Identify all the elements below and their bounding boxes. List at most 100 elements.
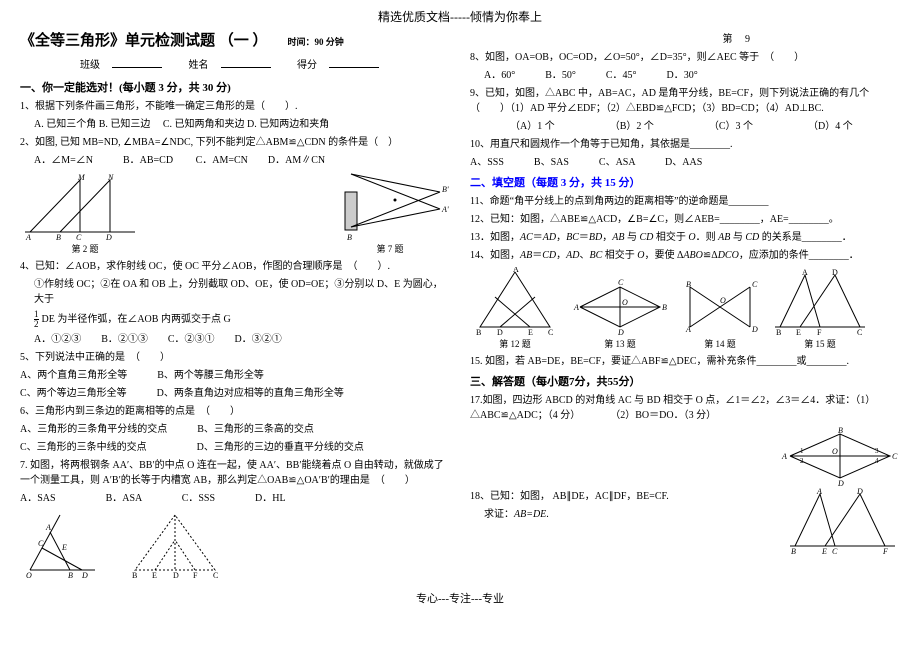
question-6: 6、三角形内到三条边的距离相等的点是 （ ）: [20, 404, 450, 419]
svg-text:E: E: [528, 328, 533, 337]
figure-q8: O B D A C E: [20, 510, 110, 580]
question-17: 17.如图，四边形 ABCD 的对角线 AC 与 BD 相交于 O 点，∠1＝∠…: [470, 393, 900, 423]
figure-q13: A B C D O 第 13 题: [570, 277, 670, 350]
question-7: 7. 如图，将两根钢条 AA′、BB′的中点 O 连在一起，使 AA′、BB′能…: [20, 458, 450, 488]
question-15: 15. 如图，若 AB=DE，BE=CF，要证△ABF≌△DEC，需补充条件__…: [470, 354, 900, 369]
section-2-heading: 二、填空题（每题 3 分，共 15 分）: [470, 174, 900, 190]
question-10-options: A、SSS B、SAS C、ASA D、AAS: [470, 155, 900, 170]
svg-text:D: D: [837, 479, 844, 486]
svg-text:C: C: [38, 539, 44, 548]
svg-text:A': A': [441, 205, 449, 214]
svg-text:3: 3: [875, 447, 879, 455]
svg-text:O: O: [622, 298, 628, 307]
svg-text:O: O: [832, 447, 838, 456]
svg-text:N: N: [107, 173, 114, 182]
svg-text:F: F: [882, 547, 888, 556]
svg-text:4: 4: [875, 457, 879, 465]
name-label: 姓名: [189, 60, 209, 71]
question-12: 12、已知：如图，△ABE≌△ACD，∠B=∠C，则∠AEB=________，…: [470, 212, 900, 227]
svg-text:D: D: [497, 328, 503, 337]
page-footer: 专心---专注---专业: [20, 590, 900, 606]
question-9: 9、已知，如图，△ABC 中，AB=AC，AD 是角平分线，BE=CF，则下列说…: [470, 86, 900, 116]
figure-q9: B C E F D: [120, 510, 230, 580]
question-6a: A、三角形的三条角平分线的交点 B、三角形的三条高的交点: [20, 422, 450, 437]
fig9-caption: 第 9: [470, 32, 900, 47]
svg-text:A: A: [45, 523, 51, 532]
left-column: 《全等三角形》单元检测试题 （一 ） 时间：90 分钟 班级 姓名 得分 一、你…: [20, 29, 450, 584]
svg-text:D: D: [81, 571, 88, 580]
svg-text:E: E: [821, 547, 827, 556]
page-top-header: 精选优质文档-----倾情为你奉上: [20, 8, 900, 25]
question-18: 18、已知：如图， AB∥DE，AC∥DF，BE=CF.: [470, 489, 770, 504]
question-5a: A、两个直角三角形全等 B、两个等腰三角形全等: [20, 368, 450, 383]
question-5b: C、两个等边三角形全等 D、两条直角边对应相等的直角三角形全等: [20, 386, 450, 401]
figure-q12: A B C D E 第 12 题: [470, 267, 560, 350]
figure-q2: M N A B C D 第 2 题: [20, 172, 150, 255]
svg-text:D: D: [751, 325, 758, 334]
figure-q18: A D B E C F: [780, 486, 900, 556]
svg-text:A: A: [816, 487, 822, 496]
svg-text:O: O: [720, 296, 726, 305]
question-1-options: A. 已知三个角 B. 已知三边 C. 已知两角和夹边 D. 已知两边和夹角: [20, 117, 450, 132]
question-18b: 求证：AB=DE.: [470, 507, 770, 522]
question-11: 11、命题“角平分线上的点到角两边的距离相等”的逆命题是________: [470, 194, 900, 209]
question-8-options: A．60° B．50° C．45° D．30°: [470, 68, 900, 83]
svg-text:D: D: [173, 571, 179, 580]
svg-text:B: B: [476, 328, 481, 337]
svg-text:2: 2: [800, 457, 804, 465]
svg-text:B: B: [791, 547, 796, 556]
svg-text:1: 1: [800, 447, 804, 455]
question-2: 2、如图, 已知 MB=ND, ∠MBA=∠NDC, 下列不能判定△ABM≌△C…: [20, 135, 450, 150]
svg-text:A: A: [685, 325, 691, 334]
figure-q7: B' A' B 第 7 题: [330, 172, 450, 255]
svg-text:E: E: [796, 328, 801, 337]
question-6b: C、三角形的三条中线的交点 D、三角形的三边的垂直平分线的交点: [20, 440, 450, 455]
svg-text:B: B: [132, 571, 137, 580]
figure-q14: B A C D O 第 14 题: [680, 277, 760, 350]
question-13: 13．如图，AC＝AD，BC＝BD，AB 与 CD 相交于 O．则 AB 与 C…: [470, 230, 900, 245]
question-14: 14、如图，AB＝CD，AD、BC 相交于 O，要使 ΔABO≌ΔDCO，应添加…: [470, 248, 900, 263]
svg-text:B: B: [56, 233, 61, 242]
svg-text:C: C: [892, 452, 898, 461]
class-label: 班级: [80, 60, 100, 71]
question-4-steps: ①作射线 OC；②在 OA 和 OB 上，分别截取 OD、OE，使 OD=OE；…: [20, 277, 450, 307]
svg-text:B': B': [442, 185, 449, 194]
svg-text:A: A: [25, 233, 31, 242]
svg-text:B: B: [686, 280, 691, 289]
time-note: 时间：90 分钟: [288, 35, 344, 48]
svg-text:C: C: [548, 328, 553, 337]
svg-text:D: D: [105, 233, 112, 242]
svg-text:C: C: [76, 233, 82, 242]
svg-text:D: D: [856, 487, 863, 496]
svg-text:A: A: [573, 303, 579, 312]
svg-text:B: B: [347, 233, 352, 242]
question-10: 10、用直尺和圆规作一个角等于已知角，其依据是________.: [470, 137, 900, 152]
right-column: 第 9 8、如图，OA=OB，OC=OD，∠O=50°，∠D=35°，则∠AEC…: [470, 29, 900, 584]
svg-text:B: B: [776, 328, 781, 337]
question-9-options: （A）1 个 （B）2 个 （C）3 个 （D）4 个: [470, 119, 900, 134]
svg-text:C: C: [618, 278, 624, 287]
svg-text:B: B: [68, 571, 73, 580]
question-5: 5、下列说法中正确的是 （ ）: [20, 350, 450, 365]
section-1-heading: 一、你一定能选对！(每小题 3 分，共 30 分): [20, 79, 450, 95]
svg-text:C: C: [213, 571, 218, 580]
main-title: 《全等三角形》单元检测试题 （一 ）: [20, 29, 268, 50]
svg-text:B: B: [662, 303, 667, 312]
question-7-options: A．SAS B．ASA C．SSS D．HL: [20, 491, 450, 506]
question-4: 4、已知：∠AOB，求作射线 OC，使 OC 平分∠AOB，作图的合理顺序是 （…: [20, 259, 450, 274]
figure-q17: A B C D O 1 2 3 4: [780, 426, 900, 486]
svg-text:C: C: [752, 280, 758, 289]
svg-text:D: D: [832, 268, 838, 277]
svg-text:E: E: [152, 571, 157, 580]
svg-text:A: A: [781, 452, 787, 461]
figure-q15: A D B E F C 第 15 题: [770, 267, 870, 350]
svg-text:D: D: [617, 328, 624, 337]
svg-text:C: C: [857, 328, 862, 337]
svg-text:C: C: [832, 547, 838, 556]
svg-text:A: A: [513, 267, 519, 274]
svg-text:F: F: [193, 571, 198, 580]
svg-text:A: A: [802, 268, 808, 277]
section-3-heading: 三、解答题（每小题7分，共55分）: [470, 373, 900, 389]
score-label: 得分: [297, 60, 317, 71]
svg-text:F: F: [817, 328, 822, 337]
